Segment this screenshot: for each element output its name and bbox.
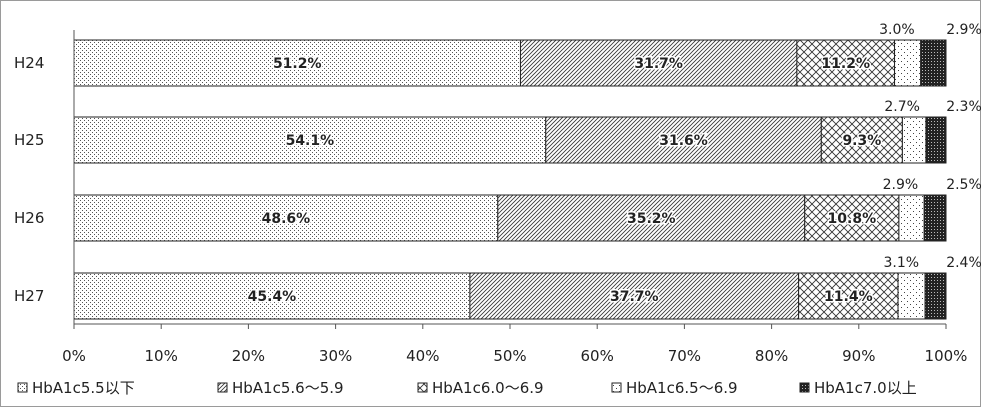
bar-segment-h24-series-5 (920, 39, 947, 87)
data-label-h24-series-4: 3.0% (879, 22, 915, 38)
legend-swatch-series-4 (611, 382, 622, 393)
data-label-h27-series-3: 11.4% (824, 289, 873, 305)
x-tick-label: 70% (668, 347, 701, 365)
legend-label-series-5: HbA1c7.0以上 (814, 379, 917, 397)
bar-segment-h26-series-5 (923, 194, 947, 242)
bar-segment-h24-series-2 (519, 39, 798, 87)
legend-label-series-3: HbA1c6.0～6.9 (432, 379, 544, 397)
legend-swatch-series-3 (417, 382, 428, 393)
category-label-h26: H26 (14, 209, 44, 227)
bar-segment-h25-series-3 (820, 116, 903, 164)
legend-label-series-4: HbA1c6.5～6.9 (626, 379, 738, 397)
bar-segment-h25-series-5 (925, 116, 947, 164)
bar-segment-h27-series-4 (897, 272, 926, 320)
data-label-h27-series-1: 45.4% (248, 289, 297, 305)
data-label-h26-series-1: 48.6% (262, 211, 311, 227)
data-label-h24-series-2: 31.7% (634, 56, 683, 72)
bar-segment-h26-series-4 (898, 194, 925, 242)
x-tick-label: 50% (493, 347, 526, 365)
x-tick-label: 90% (842, 347, 875, 365)
bar-segment-h25-series-2 (545, 116, 822, 164)
legend-swatch-series-5 (799, 382, 810, 393)
legend-swatch-series-2 (217, 382, 228, 393)
x-tick-label: 60% (581, 347, 614, 365)
x-tick-label: 30% (319, 347, 352, 365)
bar-segment-h26-series-2 (497, 194, 806, 242)
x-tick-label: 40% (406, 347, 439, 365)
legend-swatch-series-1 (17, 382, 28, 393)
data-label-h25-series-3: 9.3% (842, 133, 881, 149)
data-label-h26-series-4: 2.9% (883, 177, 919, 193)
x-tick-label: 0% (62, 347, 86, 365)
category-label-h27: H27 (14, 287, 44, 305)
x-tick-label: 100% (925, 347, 968, 365)
legend-label-series-2: HbA1c5.6～5.9 (232, 379, 344, 397)
x-tick-label: 80% (755, 347, 788, 365)
bar-segment-h27-series-5 (924, 272, 947, 320)
bar-segment-h27-series-3 (798, 272, 899, 320)
data-label-h27-series-5: 2.4% (946, 255, 981, 271)
x-tick-label: 20% (232, 347, 265, 365)
bar-segment-h27-series-2 (469, 272, 800, 320)
data-label-h25-series-4: 2.7% (884, 99, 920, 115)
legend-label-series-1: HbA1c5.5以下 (32, 379, 135, 397)
bar-segment-h24-series-1 (73, 39, 521, 87)
data-label-h25-series-5: 2.3% (946, 99, 981, 115)
data-label-h27-series-2: 37.7% (610, 289, 659, 305)
data-label-h25-series-1: 54.1% (286, 133, 335, 149)
data-label-h27-series-4: 3.1% (883, 255, 919, 271)
x-tick-label: 10% (145, 347, 178, 365)
category-label-h24: H24 (14, 54, 44, 72)
data-label-h26-series-5: 2.5% (946, 177, 981, 193)
data-label-h24-series-5: 2.9% (946, 22, 981, 38)
data-label-h25-series-2: 31.6% (659, 133, 708, 149)
data-label-h24-series-1: 51.2% (273, 56, 322, 72)
bar-segment-h25-series-4 (901, 116, 927, 164)
data-label-h26-series-3: 10.8% (828, 211, 877, 227)
bar-segment-h27-series-1 (73, 272, 471, 320)
bar-segment-h26-series-3 (804, 194, 900, 242)
bar-segment-h24-series-4 (894, 39, 922, 87)
data-label-h24-series-3: 11.2% (821, 56, 870, 72)
category-label-h25: H25 (14, 131, 44, 149)
data-label-h26-series-2: 35.2% (627, 211, 676, 227)
